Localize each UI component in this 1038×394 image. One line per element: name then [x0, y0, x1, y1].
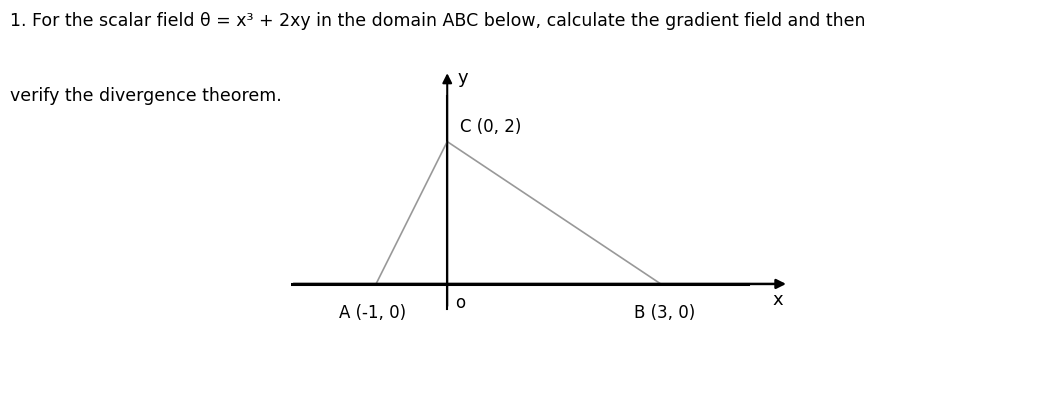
Text: x: x [773, 291, 784, 309]
Text: verify the divergence theorem.: verify the divergence theorem. [10, 87, 282, 105]
Text: A (-1, 0): A (-1, 0) [339, 304, 406, 322]
Text: o: o [455, 294, 465, 312]
Text: y: y [458, 69, 468, 87]
Text: C (0, 2): C (0, 2) [460, 118, 521, 136]
Text: B (3, 0): B (3, 0) [633, 304, 695, 322]
Text: 1. For the scalar field θ = x³ + 2xy in the domain ABC below, calculate the grad: 1. For the scalar field θ = x³ + 2xy in … [10, 12, 866, 30]
